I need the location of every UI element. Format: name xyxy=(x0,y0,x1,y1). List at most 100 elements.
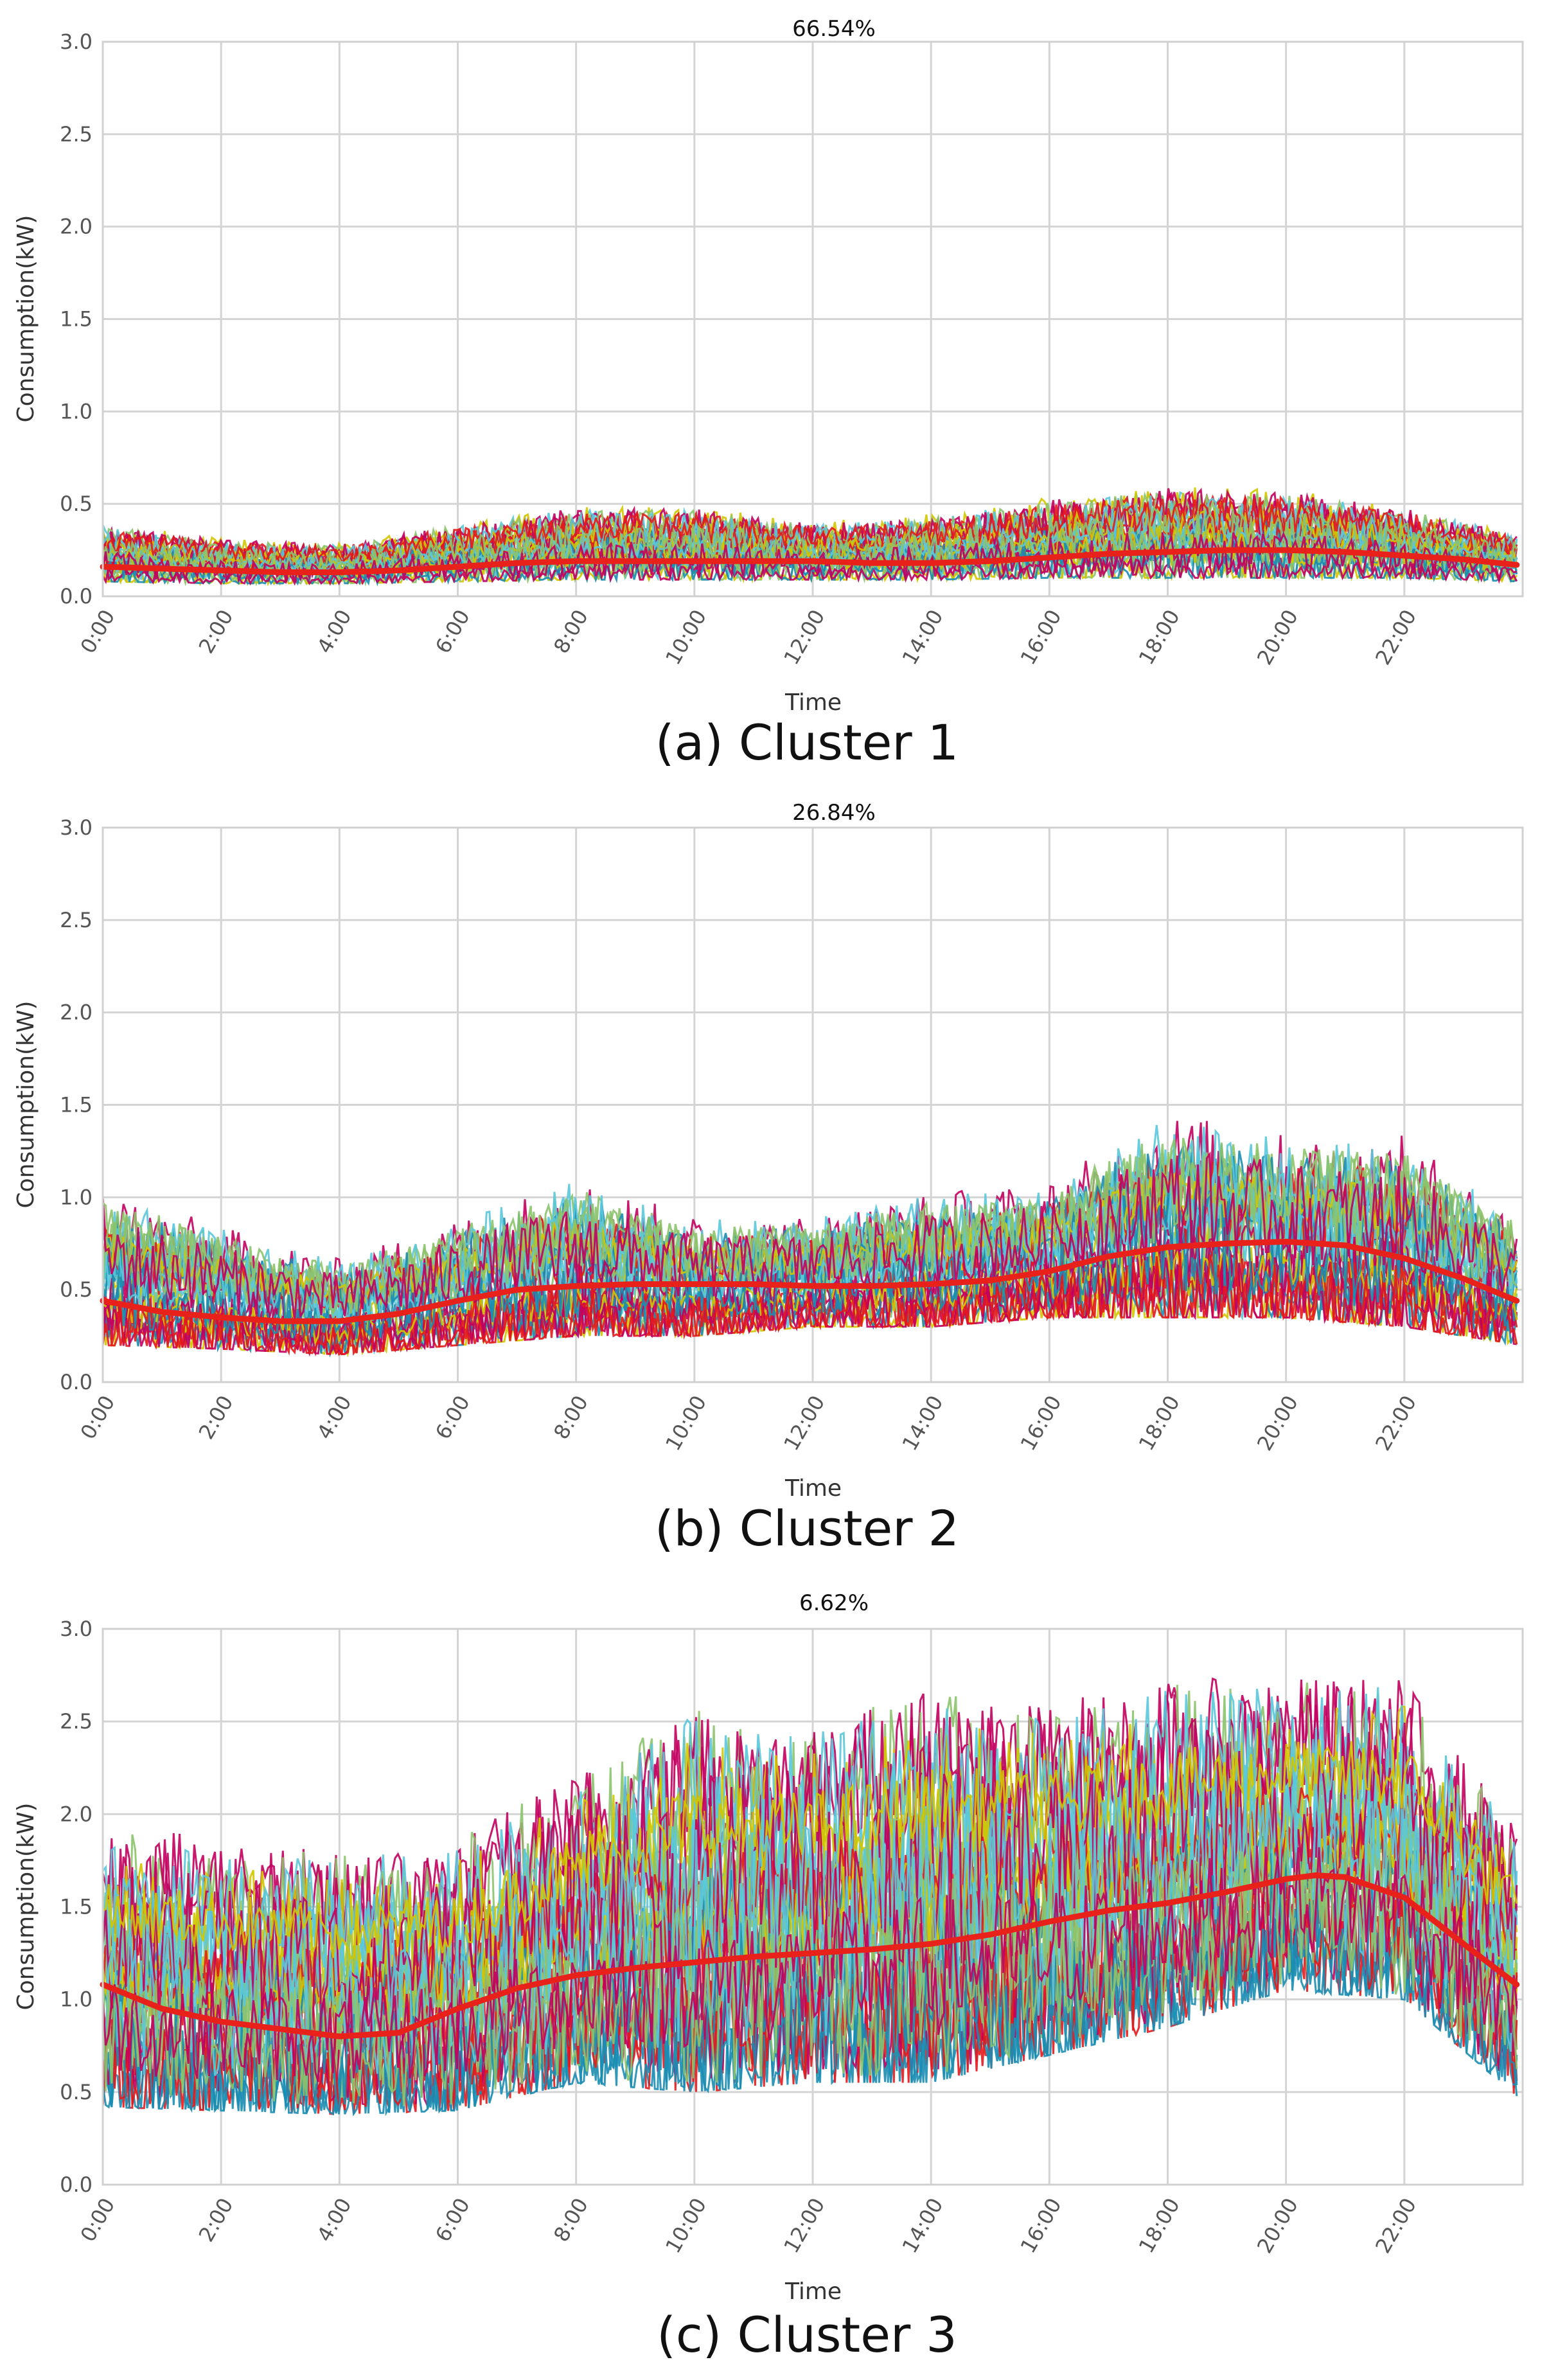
x-tick-label: 6:00 xyxy=(430,2194,475,2246)
x-tick-label: 16:00 xyxy=(1016,1391,1067,1455)
x-tick-label: 8:00 xyxy=(549,2194,593,2246)
mean-curve xyxy=(100,1872,1520,2039)
y-tick-label: 3.0 xyxy=(60,815,93,840)
cluster-mean-line xyxy=(100,1872,1520,2039)
y-axis-label: Consumption(kW) xyxy=(13,1001,39,1209)
x-axis-label: Time xyxy=(784,1475,842,1502)
panel-caption: (a) Cluster 1 xyxy=(655,714,959,771)
y-tick-label: 0.5 xyxy=(60,1277,93,1302)
household-curves xyxy=(102,487,1518,587)
y-tick-label: 0.0 xyxy=(60,1370,93,1394)
x-tick-label: 10:00 xyxy=(660,1391,711,1455)
x-tick-label: 20:00 xyxy=(1252,2194,1303,2257)
panel-cluster-3: 6.62% 0.0 0.5 1.0 1.5 2.0 2.5 3.0 0:00 2:00 4:00… xyxy=(13,1590,1524,2363)
x-tick-label: 18:00 xyxy=(1134,1391,1185,1455)
panel-cluster-2: 26.84% 0.0 0.5 1.0 1.5 2.0 2.5 3.0 0:00 2:00 4:0… xyxy=(13,800,1524,1557)
x-tick-label: 0:00 xyxy=(75,1391,119,1443)
y-axis-label: Consumption(kW) xyxy=(13,1803,39,2011)
y-tick-label: 2.0 xyxy=(60,1000,93,1025)
y-tick-label: 3.0 xyxy=(60,30,93,54)
household-curve xyxy=(102,1121,1518,1312)
y-tick-label: 2.5 xyxy=(60,908,93,932)
x-tick-labels: 0:00 2:00 4:00 6:00 8:00 10:00 12:00 14:00 16:00… xyxy=(75,2194,1421,2257)
y-tick-label: 1.0 xyxy=(60,1185,93,1209)
x-tick-label: 18:00 xyxy=(1134,605,1185,669)
x-tick-label: 12:00 xyxy=(779,1391,829,1455)
cluster-share-label: 6.62% xyxy=(799,1590,869,1616)
panel-caption: (c) Cluster 3 xyxy=(657,2306,957,2363)
x-tick-label: 12:00 xyxy=(779,605,829,669)
x-tick-label: 22:00 xyxy=(1370,2194,1421,2257)
mean-curve xyxy=(100,1238,1520,1324)
panel-caption: (b) Cluster 2 xyxy=(655,1500,959,1557)
y-axis-label: Consumption(kW) xyxy=(13,215,39,423)
household-curve xyxy=(102,1721,1518,2037)
plot-frame xyxy=(102,1628,1524,2186)
x-tick-label: 0:00 xyxy=(75,2194,119,2246)
y-tick-label: 2.5 xyxy=(60,1709,93,1734)
x-tick-labels: 0:00 2:00 4:00 6:00 8:00 10:00 12:00 14:00 16:00… xyxy=(75,1391,1421,1455)
x-tick-label: 22:00 xyxy=(1370,605,1421,669)
cluster-share-label: 66.54% xyxy=(792,16,876,42)
plot-frame xyxy=(102,826,1524,1383)
x-tick-label: 14:00 xyxy=(897,1391,948,1455)
x-tick-label: 22:00 xyxy=(1370,1391,1421,1455)
x-tick-label: 2:00 xyxy=(194,605,238,657)
y-tick-label: 1.5 xyxy=(60,1895,93,1919)
household-curve xyxy=(102,1845,1518,2082)
y-tick-label: 1.5 xyxy=(60,307,93,332)
x-tick-label: 18:00 xyxy=(1134,2194,1185,2257)
plot-frame xyxy=(102,40,1524,598)
y-tick-label: 2.5 xyxy=(60,122,93,147)
household-curve xyxy=(102,1775,1518,2082)
x-tick-label: 10:00 xyxy=(660,605,711,669)
x-tick-label: 14:00 xyxy=(897,2194,948,2257)
y-tick-labels: 0.0 0.5 1.0 1.5 2.0 2.5 3.0 xyxy=(60,815,93,1394)
y-tick-label: 0.5 xyxy=(60,2080,93,2104)
household-curves xyxy=(102,1121,1518,1358)
x-axis-label: Time xyxy=(784,2278,842,2305)
y-tick-labels: 0.0 0.5 1.0 1.5 2.0 2.5 3.0 xyxy=(60,1617,93,2197)
household-curve xyxy=(102,1847,1518,2107)
y-tick-label: 0.0 xyxy=(60,2172,93,2197)
x-tick-label: 14:00 xyxy=(897,605,948,669)
x-tick-label: 10:00 xyxy=(660,2194,711,2257)
y-tick-labels: 0.0 0.5 1.0 1.5 2.0 2.5 3.0 xyxy=(60,30,93,608)
x-axis-label: Time xyxy=(784,689,842,716)
x-tick-labels: 0:00 2:00 4:00 6:00 8:00 10:00 12:00 14:00 16:00… xyxy=(75,605,1421,669)
x-tick-label: 2:00 xyxy=(194,2194,238,2246)
household-curve xyxy=(102,1252,1518,1356)
x-tick-label: 4:00 xyxy=(312,1391,357,1443)
cluster-mean-line xyxy=(100,547,1520,576)
household-curve xyxy=(102,1151,1518,1320)
household-curves xyxy=(102,1677,1518,2117)
x-tick-label: 6:00 xyxy=(430,605,475,657)
household-curve xyxy=(102,1739,1518,1960)
x-tick-label: 16:00 xyxy=(1016,605,1067,669)
cluster-mean-line xyxy=(100,1238,1520,1324)
cluster-share-label: 26.84% xyxy=(792,800,876,826)
x-tick-label: 6:00 xyxy=(430,1391,475,1443)
x-tick-label: 4:00 xyxy=(312,2194,357,2246)
y-tick-label: 2.0 xyxy=(60,1802,93,1826)
x-tick-label: 12:00 xyxy=(779,2194,829,2257)
x-tick-label: 20:00 xyxy=(1252,1391,1303,1455)
household-curve xyxy=(102,497,1518,565)
x-tick-label: 4:00 xyxy=(312,605,357,657)
y-tick-label: 0.0 xyxy=(60,584,93,608)
x-tick-label: 16:00 xyxy=(1016,2194,1067,2257)
y-tick-label: 3.0 xyxy=(60,1617,93,1641)
grid xyxy=(102,40,1523,598)
y-tick-label: 1.0 xyxy=(60,399,93,423)
mean-curve xyxy=(100,547,1520,576)
x-tick-label: 0:00 xyxy=(75,605,119,657)
y-tick-label: 0.5 xyxy=(60,492,93,516)
y-tick-label: 1.5 xyxy=(60,1093,93,1117)
y-tick-label: 2.0 xyxy=(60,215,93,239)
x-tick-label: 20:00 xyxy=(1252,605,1303,669)
x-tick-label: 8:00 xyxy=(549,1391,593,1443)
panel-cluster-1: 66.54% 0.0 0.5 1.0 1.5 2.0 2.5 3.0 0:00 2:00 4:0… xyxy=(13,16,1524,771)
y-tick-label: 1.0 xyxy=(60,1987,93,2012)
x-tick-label: 8:00 xyxy=(549,605,593,657)
